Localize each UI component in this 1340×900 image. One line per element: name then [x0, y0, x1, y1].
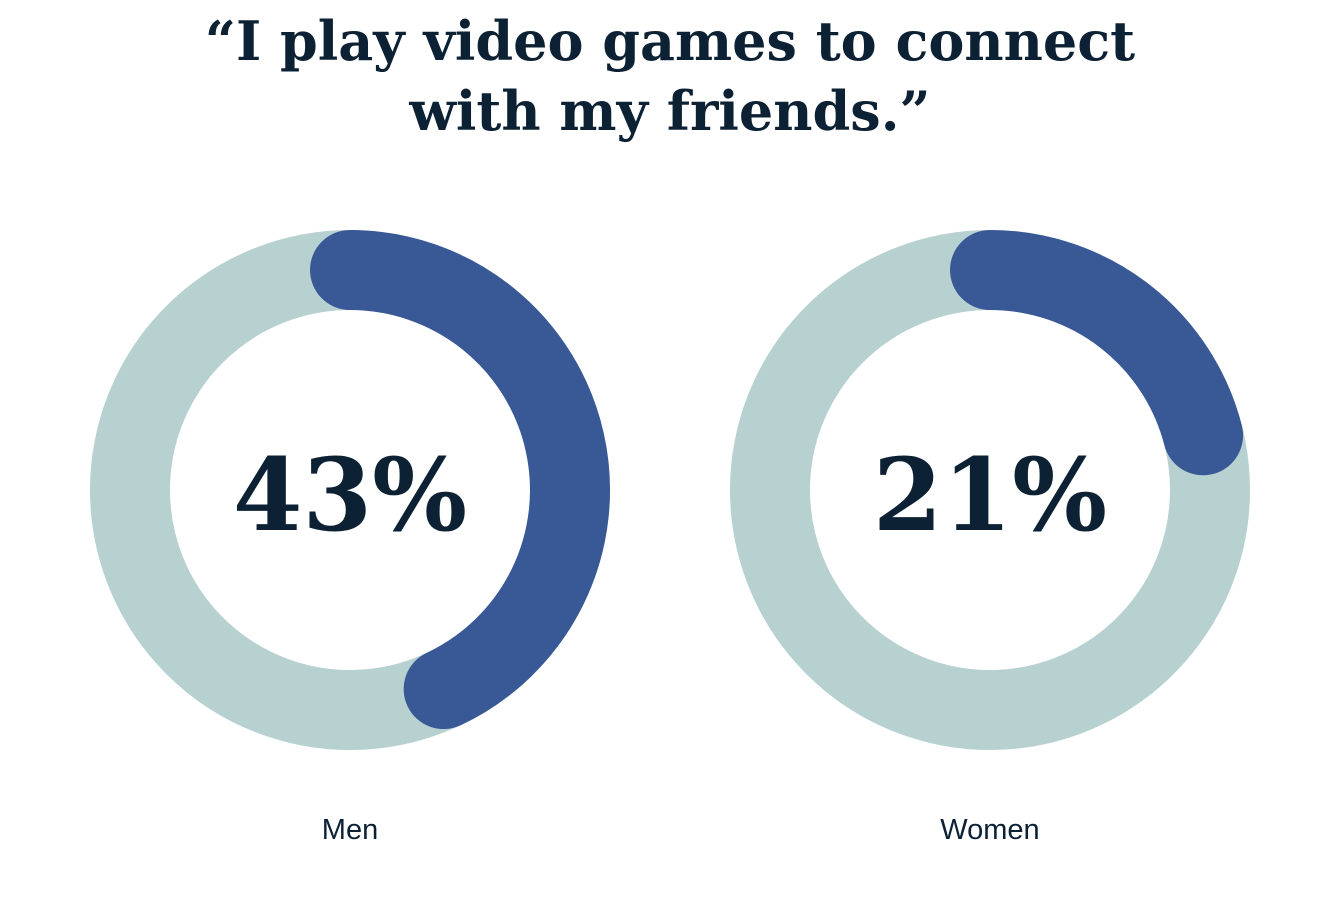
- title-line-1: “I play video games to connect: [204, 9, 1136, 73]
- category-label-women: Women: [940, 814, 1039, 846]
- chart-title: “I play video games to connect with my f…: [0, 6, 1340, 146]
- donut-arc-men: [310, 230, 610, 730]
- donut-arc-women: [950, 230, 1244, 476]
- category-label-men: Men: [322, 814, 378, 846]
- percent-label-men: 43%: [233, 436, 467, 554]
- title-line-2: with my friends.”: [409, 79, 931, 143]
- percent-label-women: 21%: [873, 436, 1107, 554]
